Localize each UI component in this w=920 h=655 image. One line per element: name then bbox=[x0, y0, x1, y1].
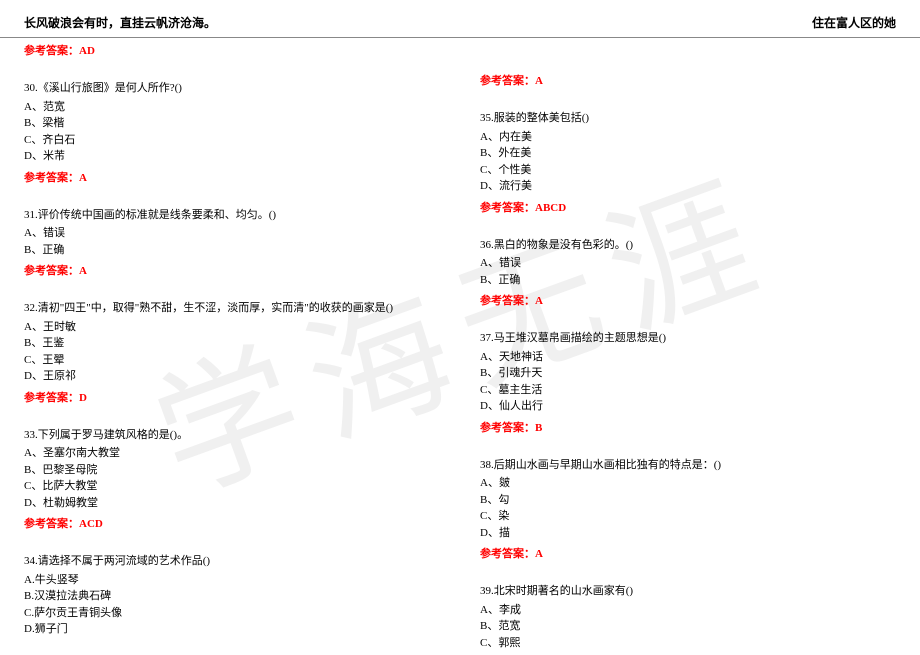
answer-value: ACD bbox=[79, 518, 103, 530]
option: B、正确 bbox=[24, 242, 440, 259]
option: D.狮子门 bbox=[24, 621, 440, 638]
option: D、杜勒姆教堂 bbox=[24, 495, 440, 512]
option: C、比萨大教堂 bbox=[24, 478, 440, 495]
question-32: 32.清初"四王"中，取得"熟不甜，生不涩，淡而厚，实而清"的收获的画家是() … bbox=[24, 300, 440, 405]
question-text: 36.黑白的物象是没有色彩的。() bbox=[480, 237, 896, 254]
question-text: 37.马王堆汉墓帛画描绘的主题思想是() bbox=[480, 330, 896, 347]
option: A.牛头竖琴 bbox=[24, 572, 440, 589]
option: B、王鉴 bbox=[24, 335, 440, 352]
answer-label: 参考答案： bbox=[24, 518, 79, 530]
answer-label: 参考答案： bbox=[24, 392, 79, 404]
header-left: 长风破浪会有时，直挂云帆济沧海。 bbox=[24, 14, 216, 31]
option: C、王翚 bbox=[24, 352, 440, 369]
option: A、错误 bbox=[480, 255, 896, 272]
answer-value: A bbox=[79, 172, 87, 184]
option: C、墓主生活 bbox=[480, 382, 896, 399]
question-37: 37.马王堆汉墓帛画描绘的主题思想是() A、天地神话 B、引魂升天 C、墓主生… bbox=[480, 330, 896, 435]
question-text: 31.评价传统中国画的标准就是线条要柔和、均匀。() bbox=[24, 207, 440, 224]
option: C、郭熙 bbox=[480, 635, 896, 652]
page-header: 长风破浪会有时，直挂云帆济沧海。 住在富人区的她 bbox=[0, 0, 920, 38]
left-column: 参考答案：AD 30.《溪山行旅图》是何人所作?() A、范宽 B、梁楷 C、齐… bbox=[24, 42, 460, 655]
answer-top-left: 参考答案：AD bbox=[24, 42, 440, 58]
answer-label: 参考答案： bbox=[480, 422, 535, 434]
option: C.萨尔贡王青铜头像 bbox=[24, 605, 440, 622]
option: B、外在美 bbox=[480, 145, 896, 162]
option: B、引魂升天 bbox=[480, 365, 896, 382]
option: C、个性美 bbox=[480, 162, 896, 179]
answer-value: ABCD bbox=[535, 202, 566, 214]
question-38: 38.后期山水画与早期山水画相比独有的特点是：() A、皴 B、勾 C、染 D、… bbox=[480, 457, 896, 562]
option: C、染 bbox=[480, 508, 896, 525]
answer: 参考答案：D bbox=[24, 389, 440, 405]
option: A、王时敏 bbox=[24, 319, 440, 336]
answer: 参考答案：ACD bbox=[24, 515, 440, 531]
answer-value: A bbox=[535, 75, 543, 87]
option: A、李成 bbox=[480, 602, 896, 619]
question-34: 34.请选择不属于两河流域的艺术作品() A.牛头竖琴 B.汉漠拉法典石碑 C.… bbox=[24, 553, 440, 638]
option: A、圣塞尔南大教堂 bbox=[24, 445, 440, 462]
answer-value: D bbox=[79, 392, 87, 404]
option: B、梁楷 bbox=[24, 115, 440, 132]
answer-top-right: 参考答案：A bbox=[480, 72, 896, 88]
header-right: 住在富人区的她 bbox=[812, 14, 896, 31]
answer-label: 参考答案： bbox=[24, 45, 79, 57]
answer: 参考答案：A bbox=[480, 292, 896, 308]
option: D、王原祁 bbox=[24, 368, 440, 385]
option: A、内在美 bbox=[480, 129, 896, 146]
answer-label: 参考答案： bbox=[480, 548, 535, 560]
answer: 参考答案：A bbox=[24, 262, 440, 278]
question-39: 39.北宋时期著名的山水画家有() A、李成 B、范宽 C、郭熙 bbox=[480, 583, 896, 651]
question-text: 38.后期山水画与早期山水画相比独有的特点是：() bbox=[480, 457, 896, 474]
question-text: 32.清初"四王"中，取得"熟不甜，生不涩，淡而厚，实而清"的收获的画家是() bbox=[24, 300, 440, 317]
answer-label: 参考答案： bbox=[480, 202, 535, 214]
content-area: 参考答案：AD 30.《溪山行旅图》是何人所作?() A、范宽 B、梁楷 C、齐… bbox=[0, 38, 920, 655]
option: D、描 bbox=[480, 525, 896, 542]
question-36: 36.黑白的物象是没有色彩的。() A、错误 B、正确 参考答案：A bbox=[480, 237, 896, 309]
option: B.汉漠拉法典石碑 bbox=[24, 588, 440, 605]
answer-value: AD bbox=[79, 45, 95, 57]
question-text: 33.下列属于罗马建筑风格的是()。 bbox=[24, 427, 440, 444]
answer-label: 参考答案： bbox=[24, 265, 79, 277]
question-31: 31.评价传统中国画的标准就是线条要柔和、均匀。() A、错误 B、正确 参考答… bbox=[24, 207, 440, 279]
answer-value: A bbox=[535, 548, 543, 560]
answer-value: A bbox=[535, 295, 543, 307]
option: A、错误 bbox=[24, 225, 440, 242]
answer: 参考答案：A bbox=[480, 545, 896, 561]
answer-label: 参考答案： bbox=[24, 172, 79, 184]
question-33: 33.下列属于罗马建筑风格的是()。 A、圣塞尔南大教堂 B、巴黎圣母院 C、比… bbox=[24, 427, 440, 532]
answer-label: 参考答案： bbox=[480, 295, 535, 307]
question-text: 34.请选择不属于两河流域的艺术作品() bbox=[24, 553, 440, 570]
right-column: 参考答案：A 35.服装的整体美包括() A、内在美 B、外在美 C、个性美 D… bbox=[460, 42, 896, 655]
option: A、范宽 bbox=[24, 99, 440, 116]
question-35: 35.服装的整体美包括() A、内在美 B、外在美 C、个性美 D、流行美 参考… bbox=[480, 110, 896, 215]
option: A、天地神话 bbox=[480, 349, 896, 366]
answer: 参考答案：ABCD bbox=[480, 199, 896, 215]
answer-value: B bbox=[535, 422, 542, 434]
option: B、正确 bbox=[480, 272, 896, 289]
option: B、范宽 bbox=[480, 618, 896, 635]
option: D、仙人出行 bbox=[480, 398, 896, 415]
question-text: 39.北宋时期著名的山水画家有() bbox=[480, 583, 896, 600]
answer: 参考答案：A bbox=[24, 169, 440, 185]
option: B、巴黎圣母院 bbox=[24, 462, 440, 479]
answer-label: 参考答案： bbox=[480, 75, 535, 87]
answer: 参考答案：B bbox=[480, 419, 896, 435]
option: A、皴 bbox=[480, 475, 896, 492]
answer-value: A bbox=[79, 265, 87, 277]
question-text: 30.《溪山行旅图》是何人所作?() bbox=[24, 80, 440, 97]
option: C、齐白石 bbox=[24, 132, 440, 149]
option: D、米芾 bbox=[24, 148, 440, 165]
question-text: 35.服装的整体美包括() bbox=[480, 110, 896, 127]
option: D、流行美 bbox=[480, 178, 896, 195]
option: B、勾 bbox=[480, 492, 896, 509]
question-30: 30.《溪山行旅图》是何人所作?() A、范宽 B、梁楷 C、齐白石 D、米芾 … bbox=[24, 80, 440, 185]
